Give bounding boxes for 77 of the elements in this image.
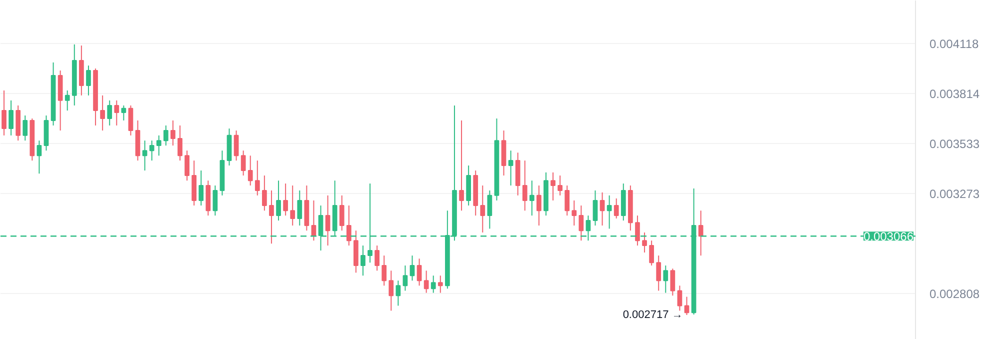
candlestick — [198, 170, 204, 206]
ref-line-label: 0.003066 — [863, 230, 914, 244]
candlestick — [346, 205, 352, 246]
candlestick — [248, 155, 253, 186]
candlestick — [276, 180, 281, 222]
candlestick — [402, 265, 408, 292]
candlestick — [592, 190, 598, 226]
candlestick — [684, 296, 690, 316]
candlestick — [606, 194, 612, 230]
candlestick — [311, 200, 316, 242]
candlestick — [480, 185, 486, 233]
y-tick-label: 0.002808 — [930, 287, 980, 301]
candlestick — [564, 185, 570, 216]
candlestick — [283, 183, 288, 216]
candlestick — [240, 150, 246, 176]
candlestick — [2, 90, 6, 136]
candlestick — [656, 255, 662, 292]
candlestick — [410, 255, 415, 282]
candlestick — [430, 275, 436, 294]
candlestick — [487, 190, 492, 230]
candlestick — [212, 185, 218, 216]
candlestick — [642, 232, 647, 253]
candlestick — [438, 275, 443, 294]
candlestick — [36, 140, 42, 174]
y-tick-label: 0.003533 — [930, 137, 980, 152]
candlestick — [382, 255, 387, 286]
candlestick — [234, 130, 239, 162]
candlestick — [600, 192, 605, 226]
candlestick — [677, 285, 682, 312]
candlestick — [163, 124, 168, 146]
candlestick — [529, 180, 534, 216]
candlestick — [522, 160, 528, 212]
candlestick — [100, 94, 105, 132]
candlestick — [297, 190, 302, 226]
y-tick-label: 0.004118 — [930, 36, 979, 51]
candlestick — [107, 100, 112, 126]
candlestick — [649, 240, 654, 266]
candlestick — [22, 114, 28, 142]
candlestick — [184, 150, 190, 182]
annotation: 0.002717 → — [622, 309, 683, 322]
candlestick — [290, 185, 296, 226]
candlestick — [663, 265, 668, 294]
candlestick — [670, 268, 676, 296]
candlestick — [416, 258, 422, 286]
y-tick-label: 0.003273 — [930, 186, 980, 201]
candlestick — [8, 100, 14, 136]
candlestick — [86, 65, 91, 96]
candlestick — [388, 270, 394, 312]
candlestick — [325, 194, 330, 246]
candlestick — [170, 120, 176, 146]
candlestick — [424, 270, 429, 294]
candlestick — [558, 175, 562, 196]
candlestick — [459, 120, 464, 212]
candlestick — [262, 175, 267, 212]
candlestick — [572, 200, 577, 226]
candlestick — [698, 210, 704, 256]
candlestick — [178, 124, 182, 162]
candlestick — [550, 172, 556, 201]
candlestick — [374, 245, 380, 272]
candlestick — [339, 194, 344, 232]
candlestick — [269, 190, 274, 244]
candlestick — [64, 90, 70, 112]
candlestick — [578, 205, 584, 242]
candlestick — [614, 198, 619, 219]
candlestick — [156, 134, 162, 156]
y-tick-label: 0.003814 — [930, 87, 980, 102]
candlestick — [114, 100, 120, 126]
candlestick — [508, 150, 514, 186]
candlestick — [121, 104, 126, 121]
candlestick — [396, 280, 401, 306]
candlestick — [142, 140, 148, 171]
candlestick — [536, 185, 542, 226]
candlestick — [149, 140, 154, 162]
candlestick — [635, 215, 640, 246]
candlestick — [128, 104, 134, 136]
candlestick — [360, 245, 366, 276]
candlestick — [254, 160, 260, 196]
